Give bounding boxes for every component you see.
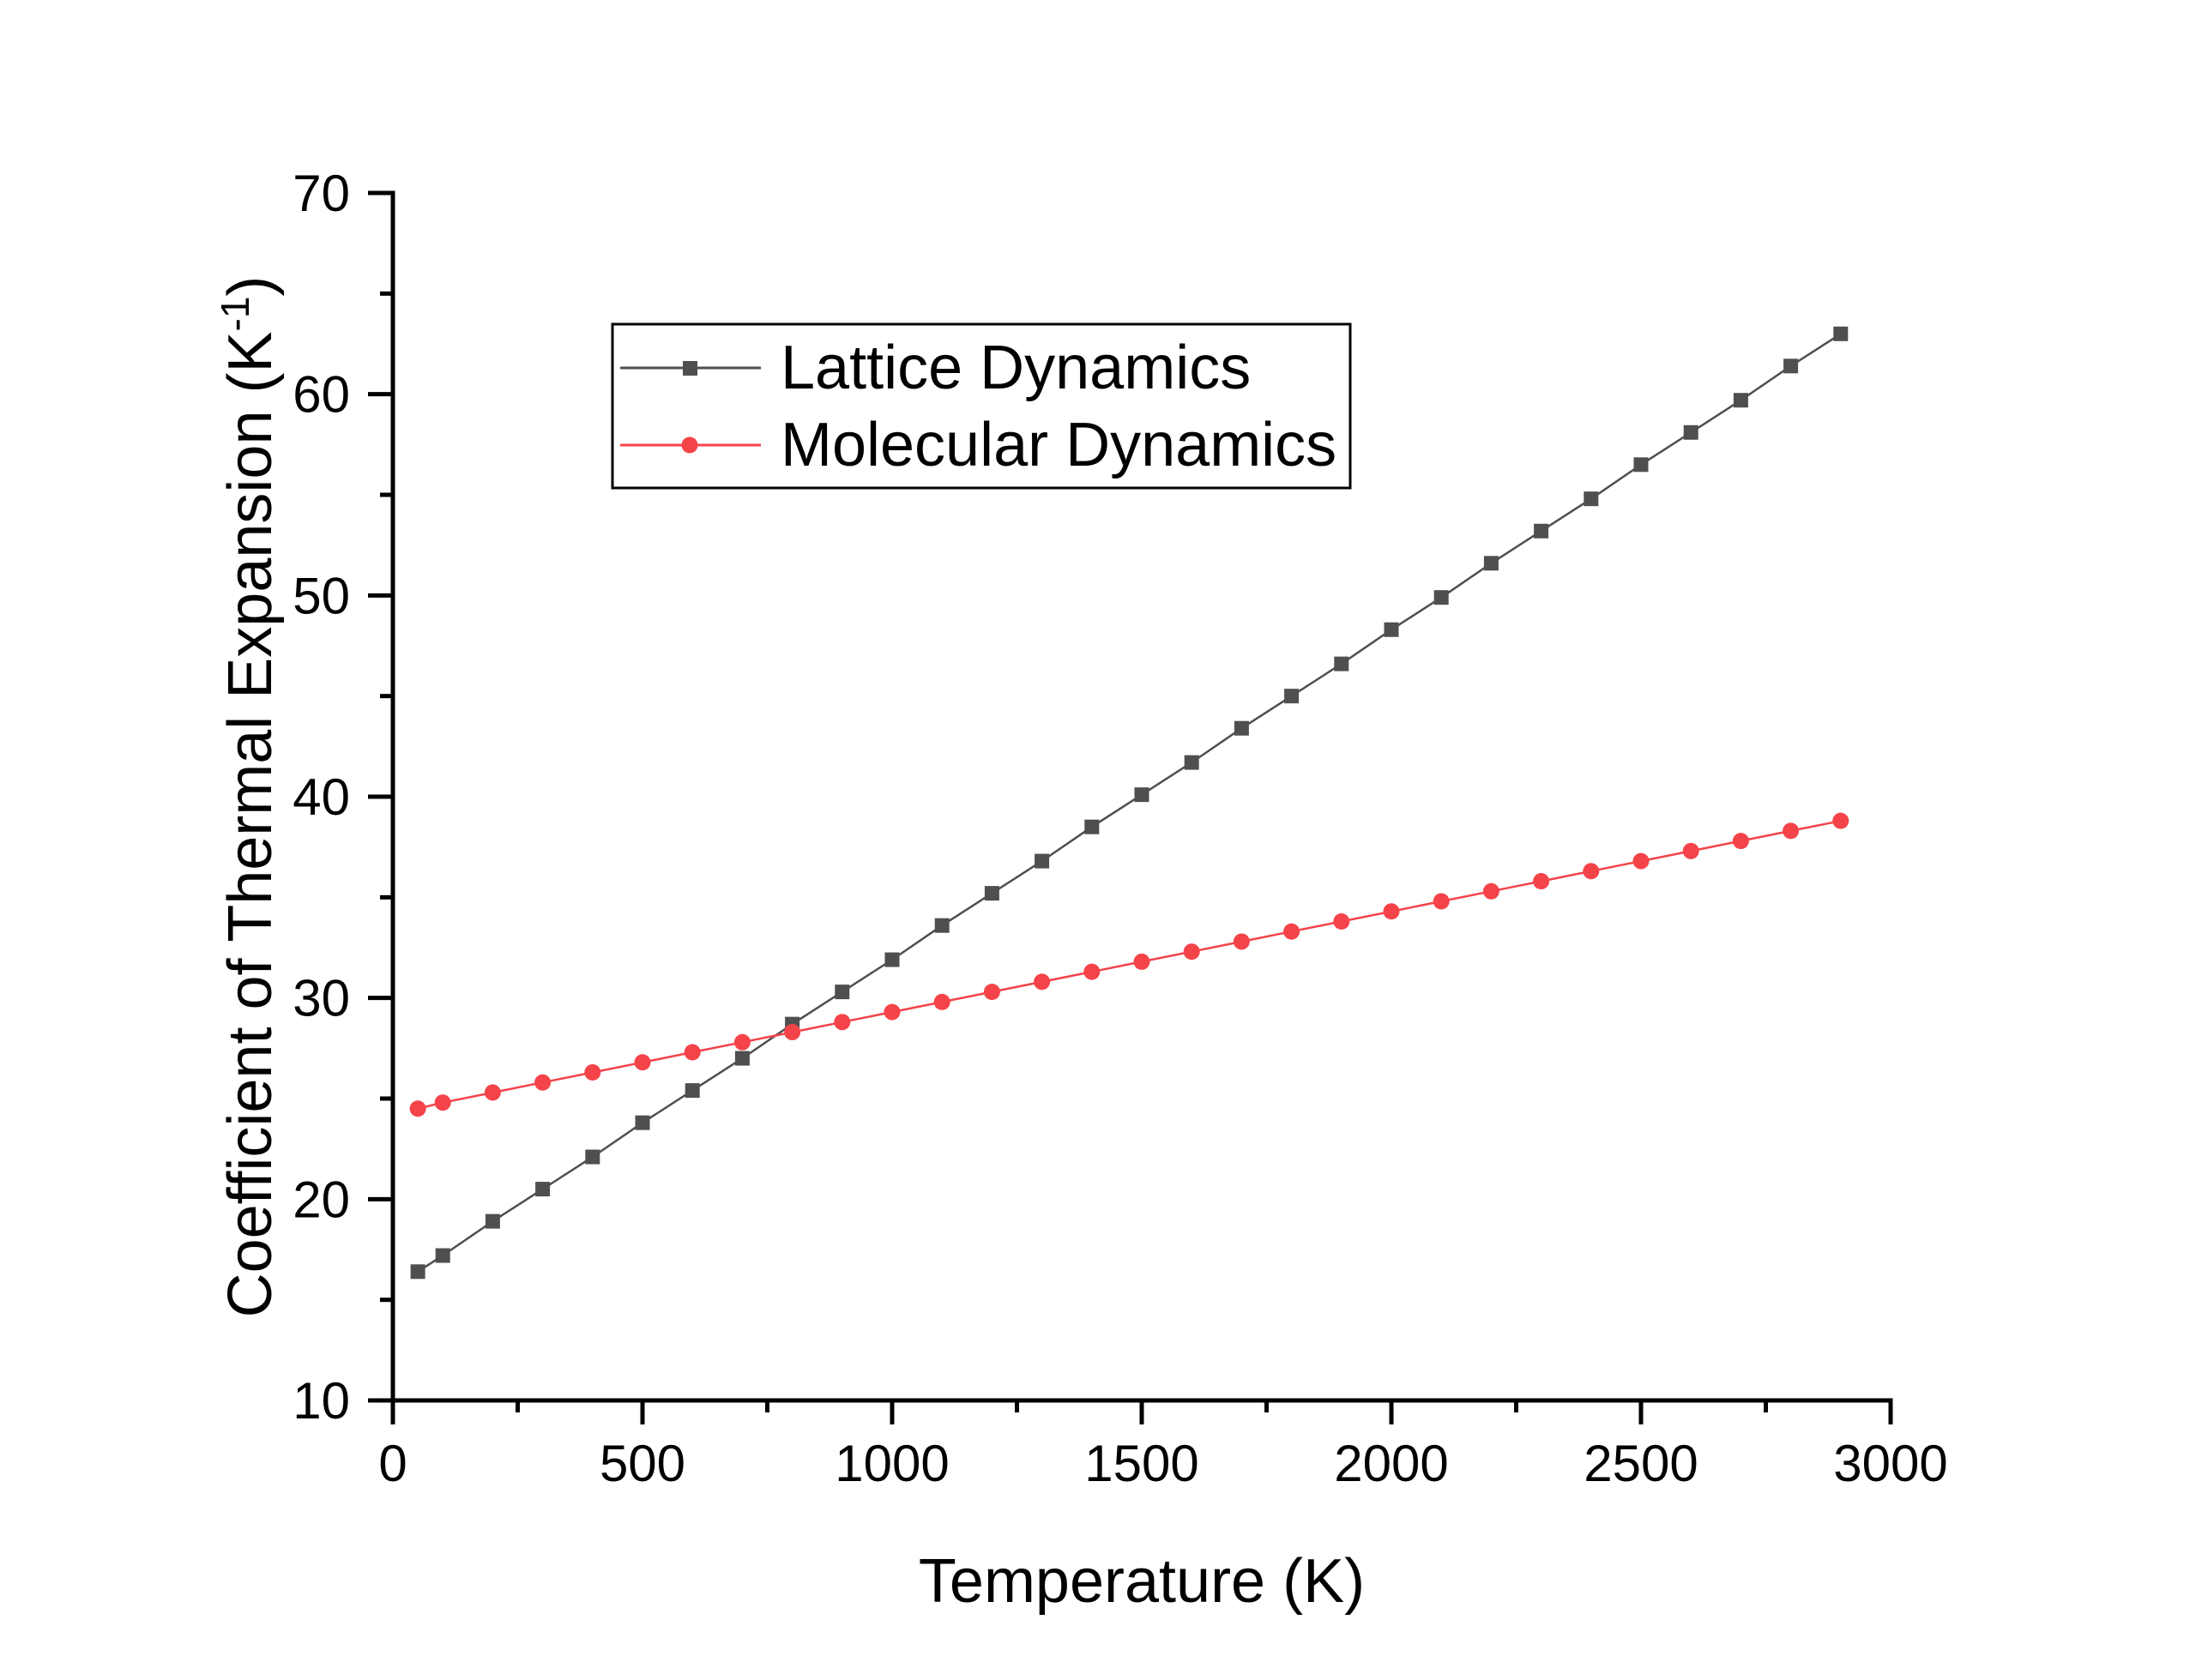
data-point-square xyxy=(1234,720,1249,736)
data-point-circle xyxy=(1533,873,1550,890)
data-point-square xyxy=(1384,622,1399,637)
data-point-square xyxy=(734,1051,750,1066)
data-point-circle xyxy=(1783,822,1800,840)
data-point-square xyxy=(934,918,950,933)
data-point-circle xyxy=(933,993,950,1010)
data-point-circle xyxy=(1233,933,1250,950)
data-point-circle xyxy=(1034,973,1051,991)
x-tick-label: 0 xyxy=(378,1435,407,1492)
data-point-circle xyxy=(784,1024,801,1041)
x-ticks: 0 500 1000 1500 2000 2500 3000 xyxy=(378,1400,1948,1492)
y-axis-title-main: Coefficient of Thermal Expansion (K xyxy=(216,331,285,1317)
data-point-circle xyxy=(634,1054,651,1071)
data-point-square xyxy=(1633,457,1649,473)
data-point-circle xyxy=(1383,903,1400,920)
data-point-circle xyxy=(1832,812,1849,829)
data-point-square xyxy=(635,1115,650,1130)
x-tick-label: 2500 xyxy=(1584,1435,1698,1492)
data-point-square xyxy=(410,1264,425,1280)
data-point-square xyxy=(984,886,999,901)
y-tick-label: 60 xyxy=(293,366,350,424)
data-point-square xyxy=(1733,393,1748,408)
data-point-circle xyxy=(1682,842,1699,859)
data-point-square xyxy=(1683,425,1698,440)
legend-circle-marker-icon xyxy=(681,437,698,454)
legend-label-molecular-dynamics: Molecular Dynamics xyxy=(781,411,1336,479)
y-axis-title-close: ) xyxy=(216,276,285,297)
data-point-square xyxy=(1184,755,1199,770)
series-line xyxy=(417,819,1842,1110)
y-tick-label: 30 xyxy=(293,970,350,1027)
data-point-circle xyxy=(434,1094,451,1111)
series-molecular-dynamics xyxy=(409,812,1849,1117)
data-point-circle xyxy=(733,1033,751,1051)
x-tick-label: 500 xyxy=(600,1435,685,1492)
data-point-square xyxy=(435,1248,450,1263)
data-point-circle xyxy=(584,1063,601,1081)
data-point-square xyxy=(1334,656,1349,671)
data-point-circle xyxy=(1632,852,1650,870)
data-point-circle xyxy=(1482,882,1499,900)
data-point-square xyxy=(1534,523,1549,539)
data-point-square xyxy=(835,985,850,1000)
x-tick-label: 3000 xyxy=(1833,1435,1947,1492)
data-point-square xyxy=(1035,853,1050,869)
data-point-square xyxy=(1134,787,1149,803)
data-point-circle xyxy=(1083,963,1101,980)
y-tick-label: 10 xyxy=(293,1372,350,1430)
legend-square-marker-icon xyxy=(683,361,697,376)
y-tick-label: 50 xyxy=(293,567,350,624)
axes-layer: 0 500 1000 1500 2000 2500 3000 10 20 30 40 50 60 70 xyxy=(293,165,1947,1492)
data-point-square xyxy=(1783,358,1799,374)
data-point-circle xyxy=(1133,953,1150,970)
data-point-square xyxy=(1433,590,1449,605)
data-point-square xyxy=(1833,326,1849,341)
y-axis-title-superscript: -1 xyxy=(213,297,257,332)
data-point-square xyxy=(884,952,900,967)
data-point-square xyxy=(1483,556,1499,571)
data-point-square xyxy=(1084,819,1100,834)
data-point-circle xyxy=(1732,833,1749,850)
data-point-circle xyxy=(1283,923,1300,940)
data-point-circle xyxy=(684,1044,701,1061)
data-point-square xyxy=(1584,491,1599,507)
x-tick-label: 2000 xyxy=(1334,1435,1448,1492)
series-line xyxy=(417,333,1842,1273)
y-tick-label: 70 xyxy=(293,165,350,222)
data-point-circle xyxy=(1183,943,1200,960)
data-point-circle xyxy=(1583,863,1600,880)
x-tick-label: 1500 xyxy=(1084,1435,1198,1492)
data-point-square xyxy=(585,1149,600,1165)
y-tick-label: 20 xyxy=(293,1171,350,1228)
data-point-square xyxy=(535,1182,551,1197)
legend-label-lattice-dynamics: Lattice Dynamics xyxy=(781,334,1251,402)
y-tick-label: 40 xyxy=(293,768,350,826)
y-axis-title: Coefficient of Thermal Expansion (K-1) xyxy=(213,276,285,1318)
data-point-circle xyxy=(1433,893,1450,910)
data-point-circle xyxy=(884,1003,901,1021)
data-point-circle xyxy=(534,1074,552,1091)
data-point-circle xyxy=(409,1100,426,1117)
legend-item-molecular-dynamics: Molecular Dynamics xyxy=(620,411,1336,479)
series-lattice-dynamics xyxy=(410,326,1849,1280)
data-point-circle xyxy=(484,1084,501,1101)
x-axis-title: Temperature (K) xyxy=(919,1547,1365,1616)
data-point-circle xyxy=(1333,912,1350,930)
data-point-circle xyxy=(983,984,1000,1001)
data-point-square xyxy=(485,1213,500,1229)
x-tick-label: 1000 xyxy=(835,1435,949,1492)
legend-box xyxy=(611,322,1352,490)
y-ticks: 10 20 30 40 50 60 70 xyxy=(293,165,393,1430)
data-point-circle xyxy=(834,1014,851,1031)
legend: Lattice Dynamics Molecular Dynamics xyxy=(611,322,1352,490)
data-point-square xyxy=(1284,689,1300,704)
legend-item-lattice-dynamics: Lattice Dynamics xyxy=(620,334,1251,402)
data-point-square xyxy=(685,1083,700,1099)
series-layer xyxy=(409,326,1849,1280)
